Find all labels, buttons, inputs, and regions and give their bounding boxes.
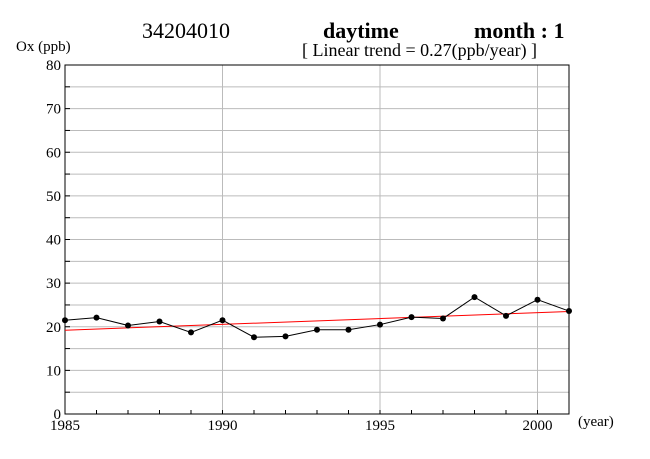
period-label: daytime [323, 18, 399, 43]
y-tick-label: 50 [46, 189, 61, 205]
series-layer [62, 294, 572, 341]
data-point [282, 333, 289, 340]
data-point [566, 308, 572, 315]
x-tick-label: 1990 [208, 418, 238, 434]
x-tick-label: 1985 [50, 418, 80, 434]
data-point [251, 334, 257, 341]
grid [64, 64, 570, 415]
y-tick-label: 80 [46, 58, 61, 74]
data-point [503, 312, 509, 319]
data-point [62, 317, 68, 324]
data-point [219, 317, 226, 324]
x-axis-unit-label: (year) [578, 414, 614, 430]
x-tick-labels: 1985 1990 1995 2000 [50, 418, 553, 434]
data-point [534, 296, 541, 303]
y-tick-label: 30 [46, 276, 61, 292]
data-point [408, 314, 415, 321]
data-point [125, 322, 131, 329]
month-label: month : 1 [474, 18, 565, 43]
y-tick-labels: 0 10 20 30 40 50 60 70 80 [46, 58, 61, 423]
y-tick-label: 70 [46, 102, 61, 118]
plot-frame [64, 64, 570, 415]
data-point [345, 326, 352, 333]
y-tick-label: 20 [46, 320, 61, 336]
x-tick-label: 1995 [365, 418, 395, 434]
y-tick-label: 40 [46, 233, 61, 249]
y-tick-label: 60 [46, 145, 61, 161]
data-point [377, 321, 383, 328]
data-point [156, 318, 163, 325]
y-tick-label: 10 [46, 363, 61, 379]
data-point [93, 314, 100, 321]
data-point [440, 315, 446, 322]
data-point [314, 326, 320, 333]
trend-line [64, 310, 570, 331]
x-tick-label: 2000 [523, 418, 553, 434]
station-id: 34204010 [142, 18, 230, 43]
trend-label: [ Linear trend = 0.27(ppb/year) ] [302, 40, 538, 60]
trend-line-layer [64, 310, 570, 331]
y-axis-label: Ox (ppb) [16, 39, 71, 55]
y-tick-label: 0 [54, 407, 62, 423]
data-point [471, 294, 478, 301]
data-point [188, 329, 194, 336]
